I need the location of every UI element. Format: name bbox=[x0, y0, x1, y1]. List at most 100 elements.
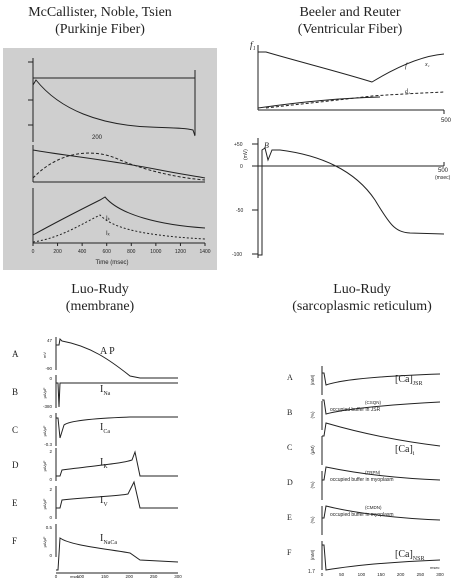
br-top-label: f₁ bbox=[250, 40, 256, 50]
lrs-row-letter: D bbox=[287, 478, 293, 487]
br-ytick-2: 0 bbox=[240, 164, 243, 170]
lrs-row-label: occupied buffer in JSR bbox=[330, 407, 381, 413]
lr-sr-header: Luo-Rudy (sarcoplasmic reticulum) bbox=[250, 281, 474, 315]
lrm-row-ytop: 2 bbox=[49, 487, 52, 492]
lrs-bottom-tick: 1.7 bbox=[308, 569, 315, 575]
lrm-ina-trace bbox=[56, 382, 178, 408]
lrs-row-unit: (%) bbox=[310, 481, 315, 488]
lrm-row-letter: D bbox=[12, 460, 19, 470]
lr-sr-panel: A (mM) [Ca]JSR B (%) occupied buffer in JSR (C… bbox=[287, 366, 444, 577]
mns-x-tick-label: 0 bbox=[32, 249, 35, 255]
lrm-row-letter: C bbox=[12, 425, 18, 435]
lrs-row: B (%) occupied buffer in JSR (CSQN) bbox=[287, 400, 381, 430]
lrs-x-tick-label: 150 bbox=[377, 572, 385, 577]
br-x1-trace bbox=[265, 91, 445, 109]
lrm-row-ybot: -0.3 bbox=[44, 442, 52, 447]
mns-x-tick-label: 1000 bbox=[150, 249, 161, 255]
mns-x-tick-label: 600 bbox=[103, 249, 112, 255]
lrs-ca-i-trace bbox=[322, 422, 441, 447]
lrm-x-tick-label: 0 bbox=[55, 574, 58, 579]
lrs-row-letter: B bbox=[287, 408, 292, 417]
lrm-row: D 2 0 μA/μF IK bbox=[12, 448, 108, 482]
lr-mem-panel: A 47 -90 mV A P B 0 -380 μA/μF INa C 0 -0.3 μA/μF ICa D… bbox=[12, 337, 182, 579]
lrs-trpn-trace bbox=[322, 466, 441, 481]
mns-panel: 200 Iₖ Iₓ 0 200 400 600 800 1000 1200 1400 Time… bbox=[3, 48, 217, 270]
lrm-row-ybot: 0 bbox=[49, 553, 52, 558]
lrs-x-tick-label: 250 bbox=[417, 572, 425, 577]
lrm-x-ticks: 0 100 150 200 250 300 msec bbox=[55, 572, 182, 579]
mns-ik-trace bbox=[32, 196, 206, 236]
lrm-row-ytop: 0.5 bbox=[46, 525, 53, 530]
br-ytick-3: -50 bbox=[236, 208, 243, 214]
lrm-x-tick-label: 150 bbox=[101, 574, 109, 579]
br-unit-bottom: (msec) bbox=[435, 175, 451, 181]
lrm-row: A 47 -90 mV A P bbox=[12, 337, 115, 371]
br-title: Beeler and Reuter bbox=[299, 5, 401, 20]
lrm-row-unit: μA/μF bbox=[42, 536, 47, 547]
lrm-row-ytop: 0 bbox=[49, 376, 52, 381]
mns-background bbox=[3, 48, 217, 270]
br-right-tick-bottom: 500 bbox=[438, 168, 449, 174]
lrm-row-ytop: 2 bbox=[49, 449, 52, 454]
br-y-unit: (mV) bbox=[243, 149, 249, 160]
lrm-row-unit: μA/μF bbox=[42, 425, 47, 436]
br-curve-x1: x₁ bbox=[424, 62, 430, 68]
lrm-row-letter: A bbox=[12, 349, 19, 359]
lrm-ik-trace bbox=[56, 450, 178, 477]
lr-sr-title: Luo-Rudy bbox=[333, 282, 391, 297]
lrs-row: F (mM) [Ca]NSR bbox=[287, 541, 424, 570]
lrm-row: C 0 -0.3 μA/μF ICa bbox=[12, 413, 110, 447]
br-ap-trace bbox=[258, 147, 445, 256]
lrs-x-tick-label: 0 bbox=[321, 572, 324, 577]
lrm-row-label: INa bbox=[100, 384, 111, 397]
mns-subtitle: (Purkinje Fiber) bbox=[55, 22, 145, 37]
mns-curve-ik: Iₖ bbox=[106, 216, 111, 222]
lrs-row: D (%) occupied buffer in myoplasm (TRPN) bbox=[287, 470, 394, 500]
lrm-row-label: ICa bbox=[100, 422, 110, 435]
lr-mem-subtitle: (membrane) bbox=[65, 299, 135, 314]
lrm-x-tick-label: 200 bbox=[125, 574, 133, 579]
br-ytick-1: +50 bbox=[234, 142, 243, 148]
lrs-ca-nsr-trace bbox=[322, 544, 441, 571]
mns-x-tick-label: 200 bbox=[53, 249, 62, 255]
lrm-row: E 2 0 μA/μF IV bbox=[12, 486, 108, 520]
lrm-row-ytop: 47 bbox=[47, 338, 53, 343]
lrs-row: C (μM) [Ca]i bbox=[287, 436, 415, 465]
mns-x-tick-label: 1400 bbox=[199, 249, 210, 255]
mns-gate-trace-1 bbox=[32, 152, 206, 181]
lrs-row-letter: A bbox=[287, 373, 293, 382]
lrm-row-ybot: 0 bbox=[49, 515, 52, 520]
lrs-x-unit: msec bbox=[430, 565, 440, 570]
br-panel: f₁ f x₁ d₁ 500 B +50 0 -50 -100 (mV) 500… bbox=[232, 40, 452, 258]
lrm-row-letter: E bbox=[12, 498, 18, 508]
lrs-row-note: (CSQN) bbox=[365, 400, 381, 405]
lr-sr-subtitle: (sarcoplasmic reticulum) bbox=[292, 299, 432, 314]
lrm-row-ybot: -90 bbox=[45, 366, 52, 371]
lrm-row-unit: mV bbox=[42, 352, 47, 358]
lrm-row-unit: μA/μF bbox=[42, 498, 47, 509]
mns-x-label: Time (msec) bbox=[95, 260, 128, 266]
lrs-row-unit: (%) bbox=[310, 516, 315, 523]
lrm-ica-trace bbox=[56, 416, 178, 439]
lrm-x-tick-label: 250 bbox=[150, 574, 158, 579]
br-curve-f: f bbox=[405, 62, 408, 70]
lrs-row-unit: (mM) bbox=[310, 374, 315, 385]
lrm-row-label: IK bbox=[100, 457, 108, 470]
lrs-row-label: [Ca]NSR bbox=[395, 549, 424, 562]
br-right-tick-top: 500 bbox=[441, 118, 452, 124]
lrm-row-letter: F bbox=[12, 536, 17, 546]
lrs-x-tick-label: 300 bbox=[436, 572, 444, 577]
lrs-row-label: [Ca]i bbox=[395, 444, 415, 457]
br-curve-d1: d₁ bbox=[405, 89, 410, 95]
lr-mem-title: Luo-Rudy bbox=[71, 282, 129, 297]
lrm-row-label: IV bbox=[100, 495, 108, 508]
lrm-x-tick-label: 100 bbox=[77, 574, 85, 579]
lrm-row-letter: B bbox=[12, 387, 18, 397]
lrm-row-ytop: 0 bbox=[49, 414, 52, 419]
lrs-x-ticks: 0 50 100 150 200 250 300 msec bbox=[321, 565, 445, 577]
lrm-row: B 0 -380 μA/μF INa bbox=[12, 375, 111, 409]
lrs-csqn-trace bbox=[322, 399, 441, 415]
lrs-x-tick-label: 50 bbox=[339, 572, 345, 577]
lrs-row-note: (TRPN) bbox=[365, 470, 381, 475]
